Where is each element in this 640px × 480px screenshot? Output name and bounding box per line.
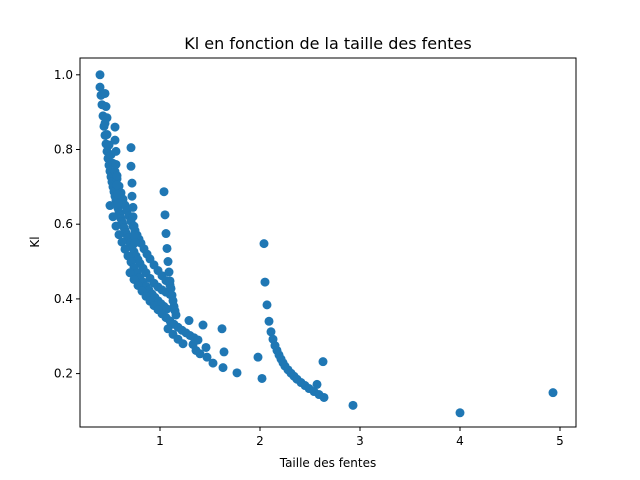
data-point: [112, 171, 122, 181]
data-point: [165, 276, 175, 286]
data-point: [102, 130, 112, 140]
data-point: [111, 221, 121, 231]
data-point: [130, 238, 140, 248]
data-point: [161, 229, 171, 239]
y-tick-label: 0.8: [54, 143, 73, 157]
data-point: [126, 161, 136, 171]
y-tick-label: 0.6: [54, 217, 73, 231]
data-point: [128, 202, 138, 212]
data-point: [126, 143, 136, 153]
data-point: [201, 342, 211, 352]
data-point: [184, 316, 194, 326]
data-point: [219, 347, 229, 357]
data-point: [101, 102, 111, 112]
data-point: [264, 316, 274, 326]
x-tick-label: 3: [356, 434, 364, 448]
data-point: [166, 283, 176, 293]
data-point: [129, 230, 139, 240]
data-point: [127, 178, 137, 188]
data-point: [259, 239, 269, 249]
chart-title: Kl en fonction de la taille des fentes: [184, 34, 471, 53]
data-point: [348, 400, 358, 410]
data-point: [95, 82, 105, 92]
data-point: [202, 352, 212, 362]
data-point: [104, 140, 114, 150]
data-point: [111, 146, 121, 156]
data-point: [232, 368, 242, 378]
data-point: [110, 122, 120, 132]
data-point: [548, 388, 558, 398]
y-axis-label: Kl: [28, 236, 42, 247]
data-point: [198, 320, 208, 330]
plot-frame: [79, 57, 577, 428]
x-tick-label: 1: [156, 434, 164, 448]
data-point: [218, 363, 228, 373]
data-point: [162, 243, 172, 253]
x-tick-label: 4: [456, 434, 464, 448]
x-tick-label: 2: [256, 434, 264, 448]
y-tick-label: 1.0: [54, 68, 73, 82]
data-point: [163, 257, 173, 267]
data-point: [217, 324, 227, 334]
data-point: [208, 358, 218, 368]
data-point: [178, 339, 188, 349]
data-point: [113, 189, 123, 199]
data-point: [120, 244, 130, 254]
data-point: [102, 113, 112, 123]
data-point: [112, 180, 122, 190]
data-point: [100, 88, 110, 98]
data-point: [266, 327, 276, 337]
data-point: [111, 159, 121, 169]
data-point: [319, 392, 329, 402]
data-point: [117, 237, 127, 247]
x-axis-ticks: 1 2 3 4 5: [156, 427, 564, 448]
data-point: [262, 300, 272, 310]
x-tick-label: 5: [556, 434, 564, 448]
data-point: [113, 199, 123, 209]
data-point: [128, 212, 138, 222]
y-tick-label: 0.4: [54, 292, 73, 306]
data-point: [195, 349, 205, 359]
data-point: [257, 373, 267, 383]
x-axis-label: Taille des fentes: [279, 456, 377, 470]
data-point: [129, 221, 139, 231]
data-point: [95, 70, 105, 80]
data-point: [164, 267, 174, 277]
data-point: [318, 357, 328, 367]
data-point: [159, 187, 169, 197]
data-point: [455, 408, 465, 418]
data-point: [260, 277, 270, 287]
data-point: [125, 268, 135, 278]
y-axis-ticks: 0.2 0.4 0.6 0.8 1.0: [54, 68, 80, 381]
data-point: [108, 212, 118, 222]
data-point: [110, 135, 120, 145]
data-point: [127, 191, 137, 201]
y-tick-label: 0.2: [54, 367, 73, 381]
data-points: [95, 70, 558, 418]
data-point: [312, 379, 322, 389]
data-point: [160, 210, 170, 220]
data-point: [114, 230, 124, 240]
data-point: [105, 201, 115, 211]
data-point: [171, 310, 181, 320]
data-point: [253, 352, 263, 362]
